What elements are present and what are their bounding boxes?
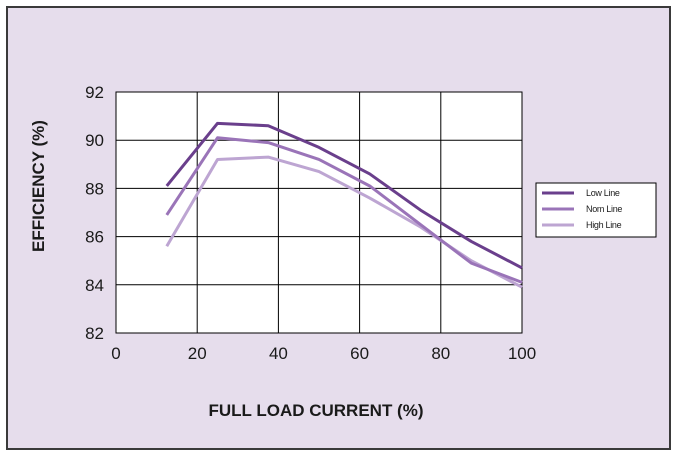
legend-label: High Line	[586, 220, 622, 230]
x-tick-label: 0	[111, 344, 120, 363]
plot-area	[115, 91, 523, 334]
legend: Low Line Nom Line High Line	[535, 182, 657, 238]
x-tick-label: 100	[508, 344, 536, 363]
series-line-nom-line	[165, 136, 523, 284]
series-lines	[165, 121, 523, 289]
legend-label: Nom Line	[586, 204, 622, 214]
chart-panel: 0 20 40 60 80 100 82 84 86 88 90 92 FULL LOAD CURR…	[6, 6, 671, 450]
legend-label: Low Line	[586, 188, 620, 198]
y-tick-labels: 82 84 86 88 90 92	[85, 83, 104, 343]
x-tick-label: 80	[431, 344, 450, 363]
y-tick-label: 82	[85, 324, 104, 343]
grid	[115, 91, 523, 334]
x-axis-title: FULL LOAD CURRENT (%)	[209, 401, 424, 420]
x-tick-label: 20	[188, 344, 207, 363]
y-tick-label: 84	[85, 276, 104, 295]
efficiency-chart: 0 20 40 60 80 100 82 84 86 88 90 92 FULL LOAD CURR…	[29, 83, 657, 420]
series-line-low-line	[165, 121, 523, 270]
x-tick-label: 40	[269, 344, 288, 363]
y-tick-label: 88	[85, 179, 104, 198]
y-tick-label: 92	[85, 83, 104, 102]
x-tick-label: 60	[350, 344, 369, 363]
y-tick-label: 86	[85, 228, 104, 247]
x-tick-labels: 0 20 40 60 80 100	[111, 344, 536, 363]
y-tick-label: 90	[85, 131, 104, 150]
y-axis-title: EFFICIENCY (%)	[29, 120, 48, 252]
